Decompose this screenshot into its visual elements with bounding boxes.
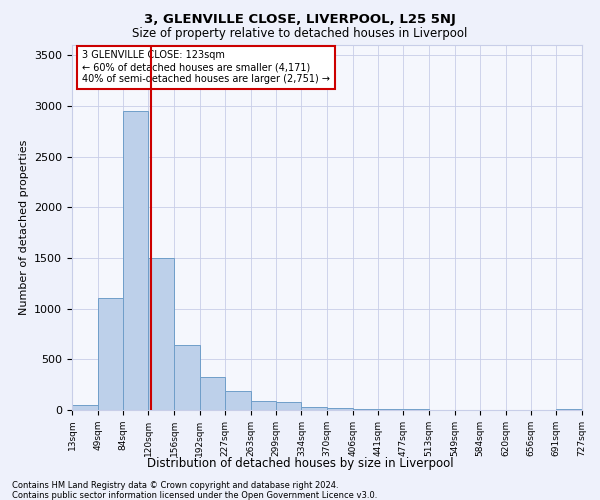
Bar (353, 409, 378, 410)
Text: Contains public sector information licensed under the Open Government Licence v3: Contains public sector information licen… (12, 491, 377, 500)
Text: Size of property relative to detached houses in Liverpool: Size of property relative to detached ho… (133, 28, 467, 40)
Bar (301, 407, 327, 410)
Text: Distribution of detached houses by size in Liverpool: Distribution of detached houses by size … (146, 458, 454, 470)
Bar (378, 409, 403, 410)
Bar (225, 391, 251, 410)
Bar (174, 345, 200, 410)
Bar (556, 409, 582, 410)
Text: Contains HM Land Registry data © Crown copyright and database right 2024.: Contains HM Land Registry data © Crown c… (12, 481, 338, 490)
Y-axis label: Number of detached properties: Number of detached properties (19, 140, 29, 315)
Text: 3 GLENVILLE CLOSE: 123sqm
← 60% of detached houses are smaller (4,171)
40% of se: 3 GLENVILLE CLOSE: 123sqm ← 60% of detac… (82, 50, 330, 84)
Text: 3, GLENVILLE CLOSE, LIVERPOOL, L25 5NJ: 3, GLENVILLE CLOSE, LIVERPOOL, L25 5NJ (144, 12, 456, 26)
Bar (200, 376, 225, 410)
Bar (123, 111, 148, 410)
Bar (251, 401, 276, 410)
Bar (72, 405, 98, 410)
Bar (327, 408, 353, 410)
Bar (148, 258, 174, 410)
Bar (98, 298, 123, 410)
Bar (276, 402, 301, 410)
